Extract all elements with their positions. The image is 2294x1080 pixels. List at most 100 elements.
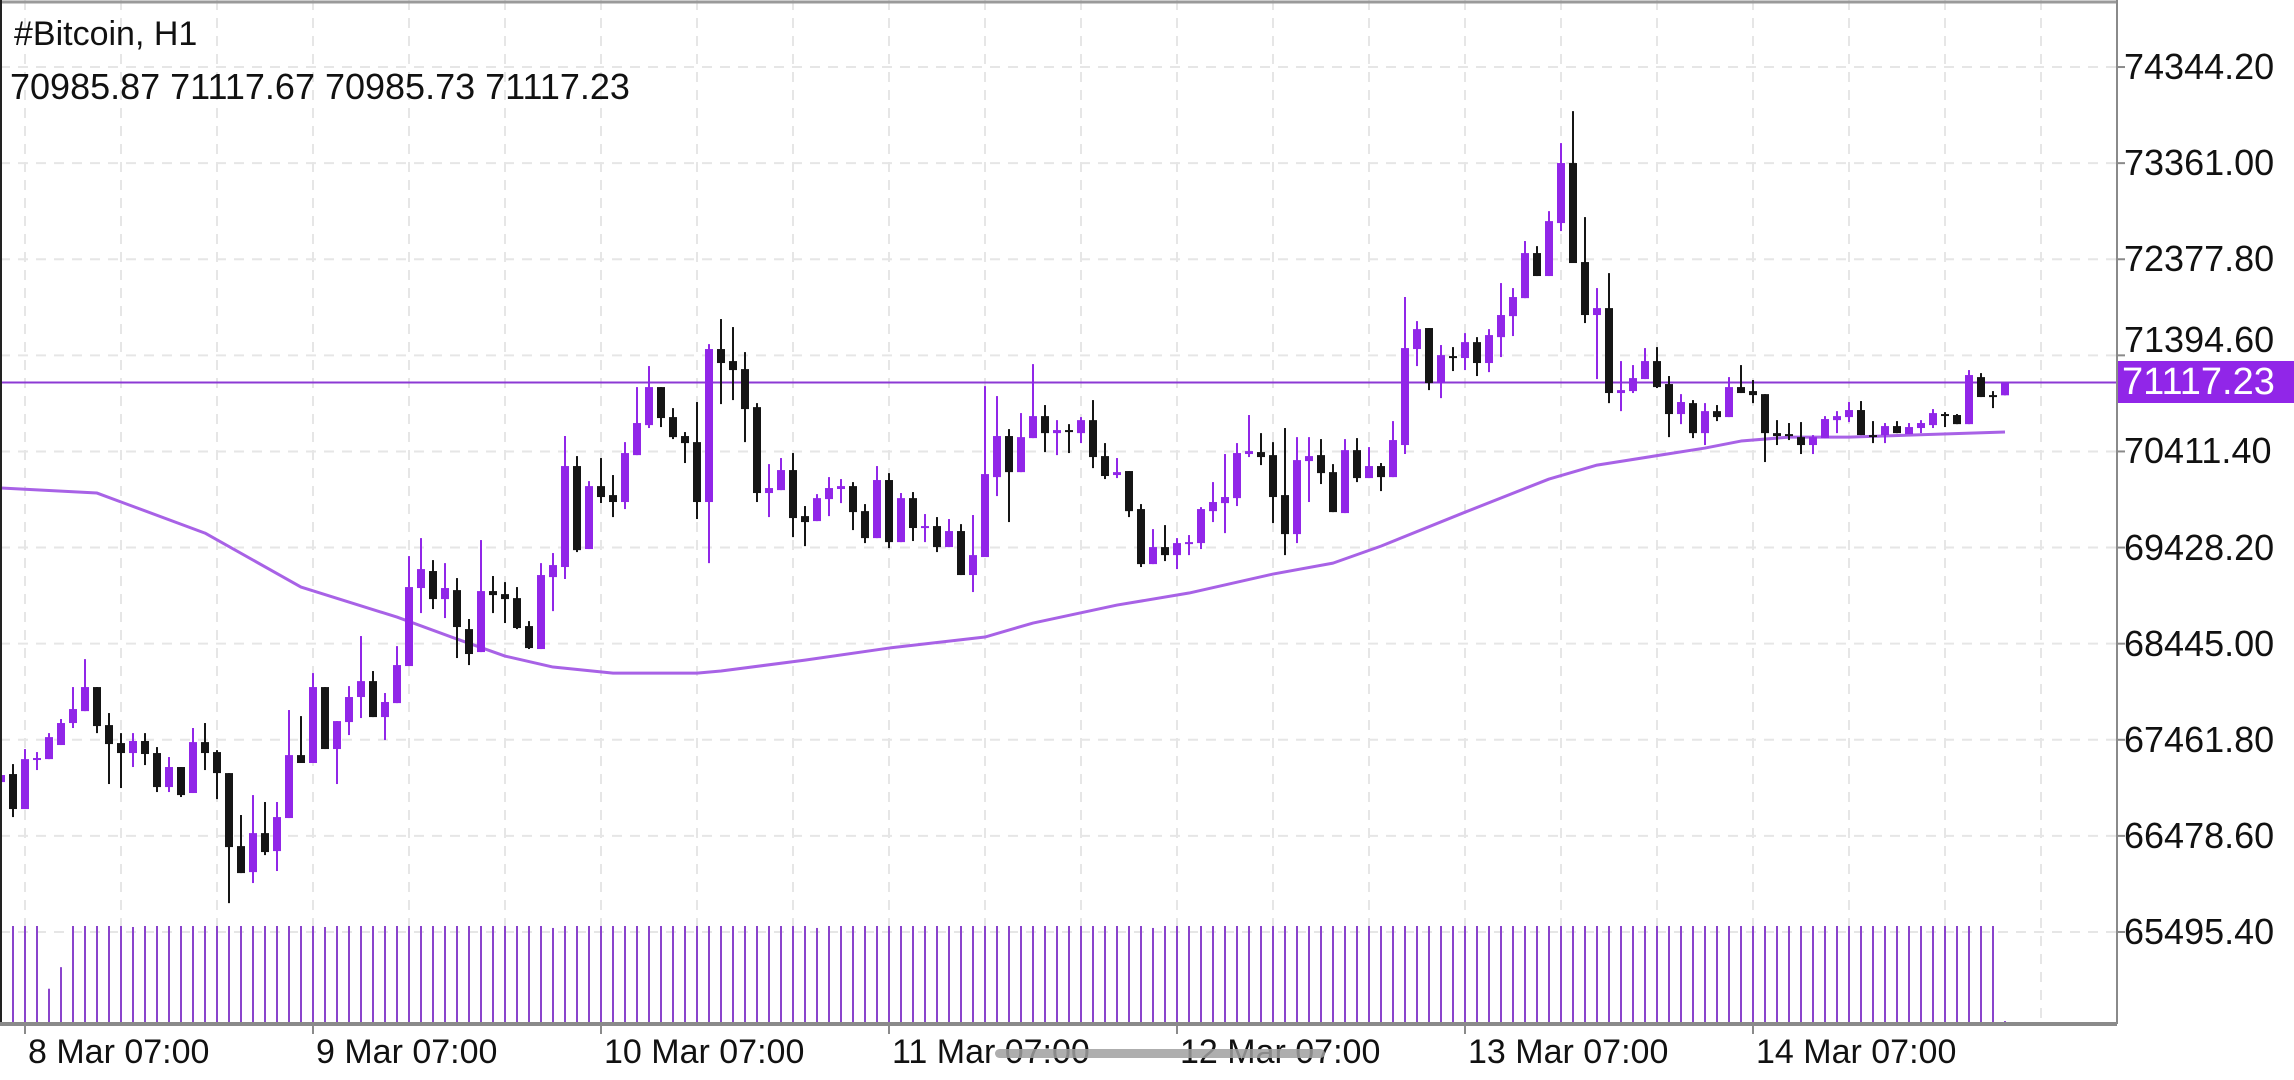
- bull-candle: [357, 636, 365, 719]
- bear-candle: [1317, 439, 1325, 485]
- candle-body: [573, 466, 581, 551]
- candle-body: [2001, 382, 2009, 396]
- bear-candle: [1581, 217, 1589, 324]
- candle-body: [1353, 450, 1361, 479]
- candle-body: [69, 709, 77, 724]
- bull-candle: [1341, 439, 1349, 514]
- candle-body: [861, 511, 869, 539]
- bull-candle: [189, 728, 197, 794]
- bull-candle: [537, 563, 545, 650]
- candle-body: [1041, 416, 1049, 434]
- candle-body: [1449, 356, 1457, 359]
- candle-body: [1281, 495, 1289, 535]
- volume-bars: [0, 926, 2006, 1024]
- bull-candle: [1845, 402, 1853, 423]
- candle-body: [381, 702, 389, 718]
- y-tick-label: 71394.60: [2124, 319, 2275, 361]
- bull-candle: [1437, 345, 1445, 399]
- bull-candle: [1641, 348, 1649, 380]
- candle-body: [1413, 329, 1421, 350]
- candle-body: [297, 755, 305, 764]
- bear-candle: [1089, 400, 1097, 469]
- candle-body: [1269, 455, 1277, 498]
- bear-candle: [1065, 424, 1073, 454]
- bear-candle: [453, 578, 461, 659]
- bear-candle: [1605, 273, 1613, 404]
- bull-candle: [1209, 482, 1217, 523]
- candle-body: [213, 752, 221, 774]
- bear-candle: [93, 687, 101, 734]
- candle-body: [1005, 436, 1013, 473]
- bear-candle: [105, 713, 113, 785]
- candle-body: [441, 588, 449, 600]
- candle-body: [1149, 547, 1157, 565]
- candle-body: [741, 369, 749, 410]
- y-tick-label: 68445.00: [2124, 622, 2275, 664]
- bear-candle: [693, 402, 701, 520]
- bull-candle: [1029, 364, 1037, 439]
- chart-scrollbar[interactable]: [995, 1049, 1325, 1058]
- candle-body: [1617, 390, 1625, 394]
- bull-candle: [1017, 413, 1025, 473]
- bear-candle: [609, 475, 617, 518]
- bull-candle: [1461, 333, 1469, 371]
- bull-candle: [633, 387, 641, 456]
- bull-candle: [873, 466, 881, 539]
- candle-body: [369, 681, 377, 718]
- candle-body: [1953, 415, 1961, 425]
- candle-body: [1821, 419, 1829, 439]
- bear-candle: [1869, 421, 1877, 444]
- bear-candle: [297, 716, 305, 764]
- candle-body: [1461, 342, 1469, 359]
- candle-body: [1125, 471, 1133, 512]
- bull-candle: [1629, 365, 1637, 394]
- candle-body: [657, 387, 665, 419]
- bull-candle: [981, 386, 989, 558]
- bull-candle: [1401, 297, 1409, 455]
- candle-body: [1965, 375, 1973, 425]
- bear-candle: [489, 576, 497, 614]
- candle-body: [1593, 308, 1601, 316]
- candle-body: [969, 555, 977, 576]
- bull-candle: [765, 464, 773, 518]
- bull-candle: [417, 538, 425, 614]
- bull-candle: [1149, 529, 1157, 565]
- candle-body: [1437, 355, 1445, 384]
- bull-candle: [1389, 421, 1397, 478]
- candle-body: [417, 569, 425, 589]
- candle-body: [1257, 452, 1265, 458]
- bear-candle: [513, 587, 521, 630]
- candle-body: [849, 486, 857, 513]
- candle-body: [105, 725, 113, 745]
- bear-candle: [141, 733, 149, 766]
- bull-candle: [393, 646, 401, 704]
- candle-body: [1401, 348, 1409, 446]
- candle-body: [1809, 437, 1817, 446]
- bull-candle: [381, 693, 389, 741]
- candle-body: [1665, 384, 1673, 415]
- moving-average-line: [0, 430, 2006, 675]
- candle-body: [825, 488, 833, 500]
- candle-body: [525, 626, 533, 649]
- candle-body: [513, 598, 521, 629]
- candle-body: [1329, 472, 1337, 513]
- bear-candle: [1533, 246, 1541, 277]
- bear-candle: [669, 408, 677, 440]
- candle-body: [1389, 440, 1397, 478]
- bull-candle: [825, 477, 833, 517]
- y-tick-label: 69428.20: [2124, 526, 2275, 568]
- bull-candle: [1917, 420, 1925, 434]
- candle-body: [1941, 414, 1949, 417]
- candle-body: [1485, 335, 1493, 364]
- bull-candle: [1809, 435, 1817, 455]
- bull-candle: [2001, 382, 2009, 396]
- bull-candle: [1905, 423, 1913, 435]
- bear-candle: [1941, 412, 1949, 428]
- bear-candle: [717, 319, 725, 405]
- candle-body: [1197, 509, 1205, 544]
- candle-body: [1605, 308, 1613, 394]
- bear-candle: [1797, 422, 1805, 455]
- candle-body: [177, 767, 185, 796]
- bull-candle: [921, 514, 929, 543]
